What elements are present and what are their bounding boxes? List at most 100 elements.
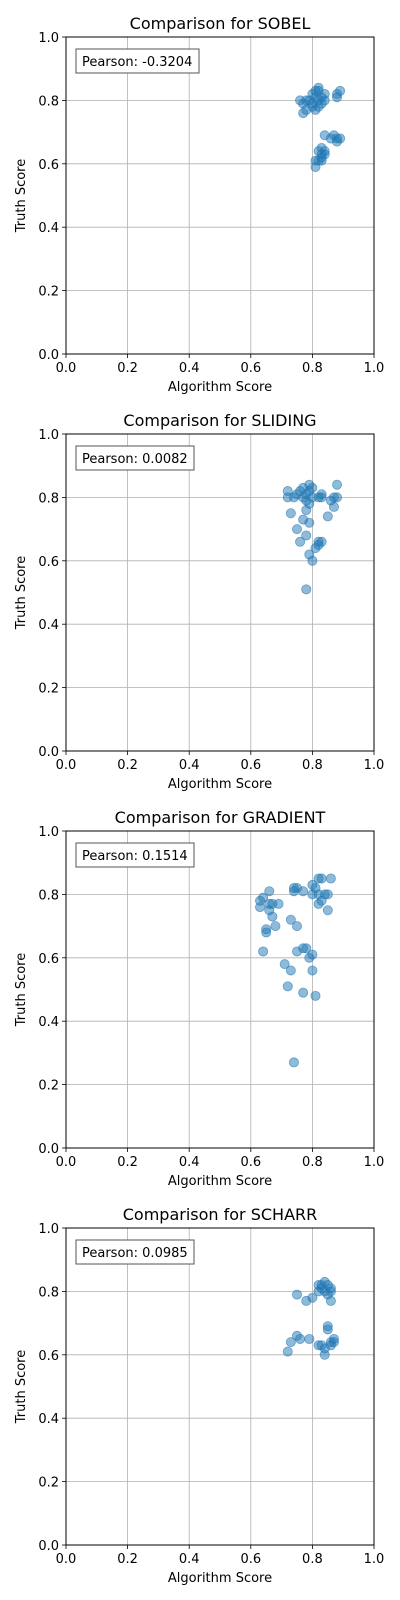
pearson-label: Pearson: 0.0082	[82, 452, 188, 467]
scatter-point	[332, 492, 343, 503]
chart-panel-1: Comparison for SOBEL 0.0 0.2 0.4 0.6 0.8 1.0 0.…	[14, 14, 384, 395]
scatter-point	[298, 886, 309, 897]
y-axis-label: Truth Score	[14, 953, 29, 1028]
scatter-point	[295, 536, 306, 547]
scatter-point	[298, 987, 309, 998]
y-tick-label: 0.6	[38, 158, 59, 173]
x-tick-label: 0.0	[56, 758, 77, 773]
scatter-point	[328, 501, 339, 512]
scatter-point	[285, 965, 296, 976]
y-tick-label: 0.2	[38, 682, 59, 697]
pearson-label: Pearson: 0.1514	[82, 849, 188, 864]
scatter-point	[304, 517, 315, 528]
scatter-point	[304, 498, 315, 509]
y-axis-label: Truth Score	[14, 159, 29, 234]
x-tick-label: 0.2	[117, 1552, 138, 1567]
pearson-box	[75, 445, 195, 471]
chart-panel-4: Comparison for SCHARR 0.0 0.2 0.4 0.6 0.8 1.0 0…	[14, 1205, 384, 1586]
scatter-point	[322, 1280, 333, 1291]
x-tick-label: 0.0	[56, 1552, 77, 1567]
y-tick-label: 0.4	[38, 618, 59, 633]
scatter-point	[332, 479, 343, 490]
scatter-point	[322, 511, 333, 522]
pearson-box	[75, 842, 195, 868]
scatter-point	[307, 965, 318, 976]
chart-panel-3: Comparison for GRADIENT 0.0 0.2 0.4 0.6 0.8 1.…	[14, 808, 384, 1189]
x-tick-label: 0.8	[302, 758, 323, 773]
x-tick-label: 0.4	[179, 1155, 200, 1170]
y-axis-label: Truth Score	[14, 1350, 29, 1425]
x-axis-label: Algorithm Score	[168, 1174, 272, 1189]
scatter-point	[313, 82, 324, 93]
x-axis-label: Algorithm Score	[168, 1571, 272, 1586]
y-tick-label: 0.8	[38, 888, 59, 903]
scatter-point	[332, 92, 343, 103]
x-tick-label: 1.0	[364, 1552, 385, 1567]
x-tick-label: 0.6	[240, 361, 261, 376]
y-tick-label: 1.0	[38, 428, 59, 443]
y-tick-label: 0.4	[38, 1015, 59, 1030]
y-tick-label: 0.2	[38, 1476, 59, 1491]
x-tick-label: 0.4	[179, 361, 200, 376]
y-tick-label: 0.6	[38, 1349, 59, 1364]
scatter-point	[264, 886, 275, 897]
x-tick-label: 0.6	[240, 1552, 261, 1567]
y-tick-label: 0.8	[38, 1285, 59, 1300]
pearson-label: Pearson: -0.3204	[82, 55, 192, 70]
scatter-point	[291, 1289, 302, 1300]
scatter-point	[325, 1295, 336, 1306]
y-tick-label: 1.0	[38, 31, 59, 46]
scatter-point	[267, 911, 278, 922]
chart-panel-2: Comparison for SLIDING 0.0 0.2 0.4 0.6 0.8 1.0…	[14, 411, 384, 792]
chart-title: Comparison for SOBEL	[130, 14, 311, 33]
scatter-point	[270, 921, 281, 932]
scatter-point	[307, 949, 318, 960]
scatter-point	[307, 555, 318, 566]
scatter-point	[285, 914, 296, 925]
scatter-point	[301, 584, 312, 595]
x-tick-label: 1.0	[364, 758, 385, 773]
y-tick-label: 0.0	[38, 745, 59, 760]
x-tick-label: 0.0	[56, 361, 77, 376]
y-tick-label: 0.4	[38, 1412, 59, 1427]
scatter-point	[288, 883, 299, 894]
scatter-point	[319, 89, 330, 100]
scatter-point	[316, 155, 327, 166]
y-tick-label: 0.8	[38, 491, 59, 506]
x-tick-label: 0.8	[302, 361, 323, 376]
x-tick-label: 0.2	[117, 1155, 138, 1170]
x-tick-label: 0.6	[240, 1155, 261, 1170]
y-tick-label: 0.2	[38, 285, 59, 300]
scatter-point	[258, 892, 269, 903]
scatter-point	[325, 873, 336, 884]
scatter-point	[328, 1333, 339, 1344]
scatter-point	[279, 959, 290, 970]
x-tick-label: 1.0	[364, 361, 385, 376]
y-tick-label: 0.6	[38, 952, 59, 967]
scatter-point	[261, 924, 272, 935]
scatter-point	[310, 161, 321, 172]
x-tick-label: 0.8	[302, 1552, 323, 1567]
scatter-point	[319, 1349, 330, 1360]
axes-frame	[65, 1227, 375, 1546]
x-tick-label: 0.8	[302, 1155, 323, 1170]
y-tick-label: 1.0	[38, 1222, 59, 1237]
x-tick-label: 0.2	[117, 758, 138, 773]
scatter-point	[273, 898, 284, 909]
scatter-point	[298, 108, 309, 119]
scatter-point	[291, 921, 302, 932]
x-axis-label: Algorithm Score	[168, 380, 272, 395]
scatter-point	[285, 1337, 296, 1348]
scatter-point	[282, 1346, 293, 1357]
scatter-point	[310, 990, 321, 1001]
y-tick-label: 0.6	[38, 555, 59, 570]
scatter-point	[307, 101, 318, 112]
scatter-point	[301, 943, 312, 954]
scatter-point	[288, 1057, 299, 1068]
scatter-point	[285, 508, 296, 519]
scatter-point	[291, 524, 302, 535]
y-axis-label: Truth Score	[14, 556, 29, 631]
scatter-point	[304, 1333, 315, 1344]
x-tick-label: 0.6	[240, 758, 261, 773]
y-tick-label: 0.8	[38, 94, 59, 109]
